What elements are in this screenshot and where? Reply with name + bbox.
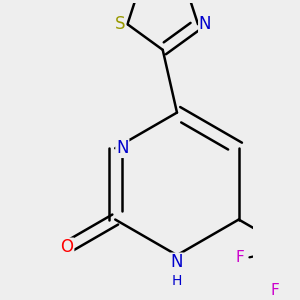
Text: H: H (172, 274, 182, 288)
Text: O: O (61, 238, 74, 256)
Text: S: S (115, 15, 126, 33)
Text: N: N (171, 253, 183, 271)
Text: N: N (116, 139, 129, 157)
Text: F: F (271, 283, 280, 298)
Text: N: N (199, 15, 211, 33)
Text: F: F (235, 250, 244, 265)
